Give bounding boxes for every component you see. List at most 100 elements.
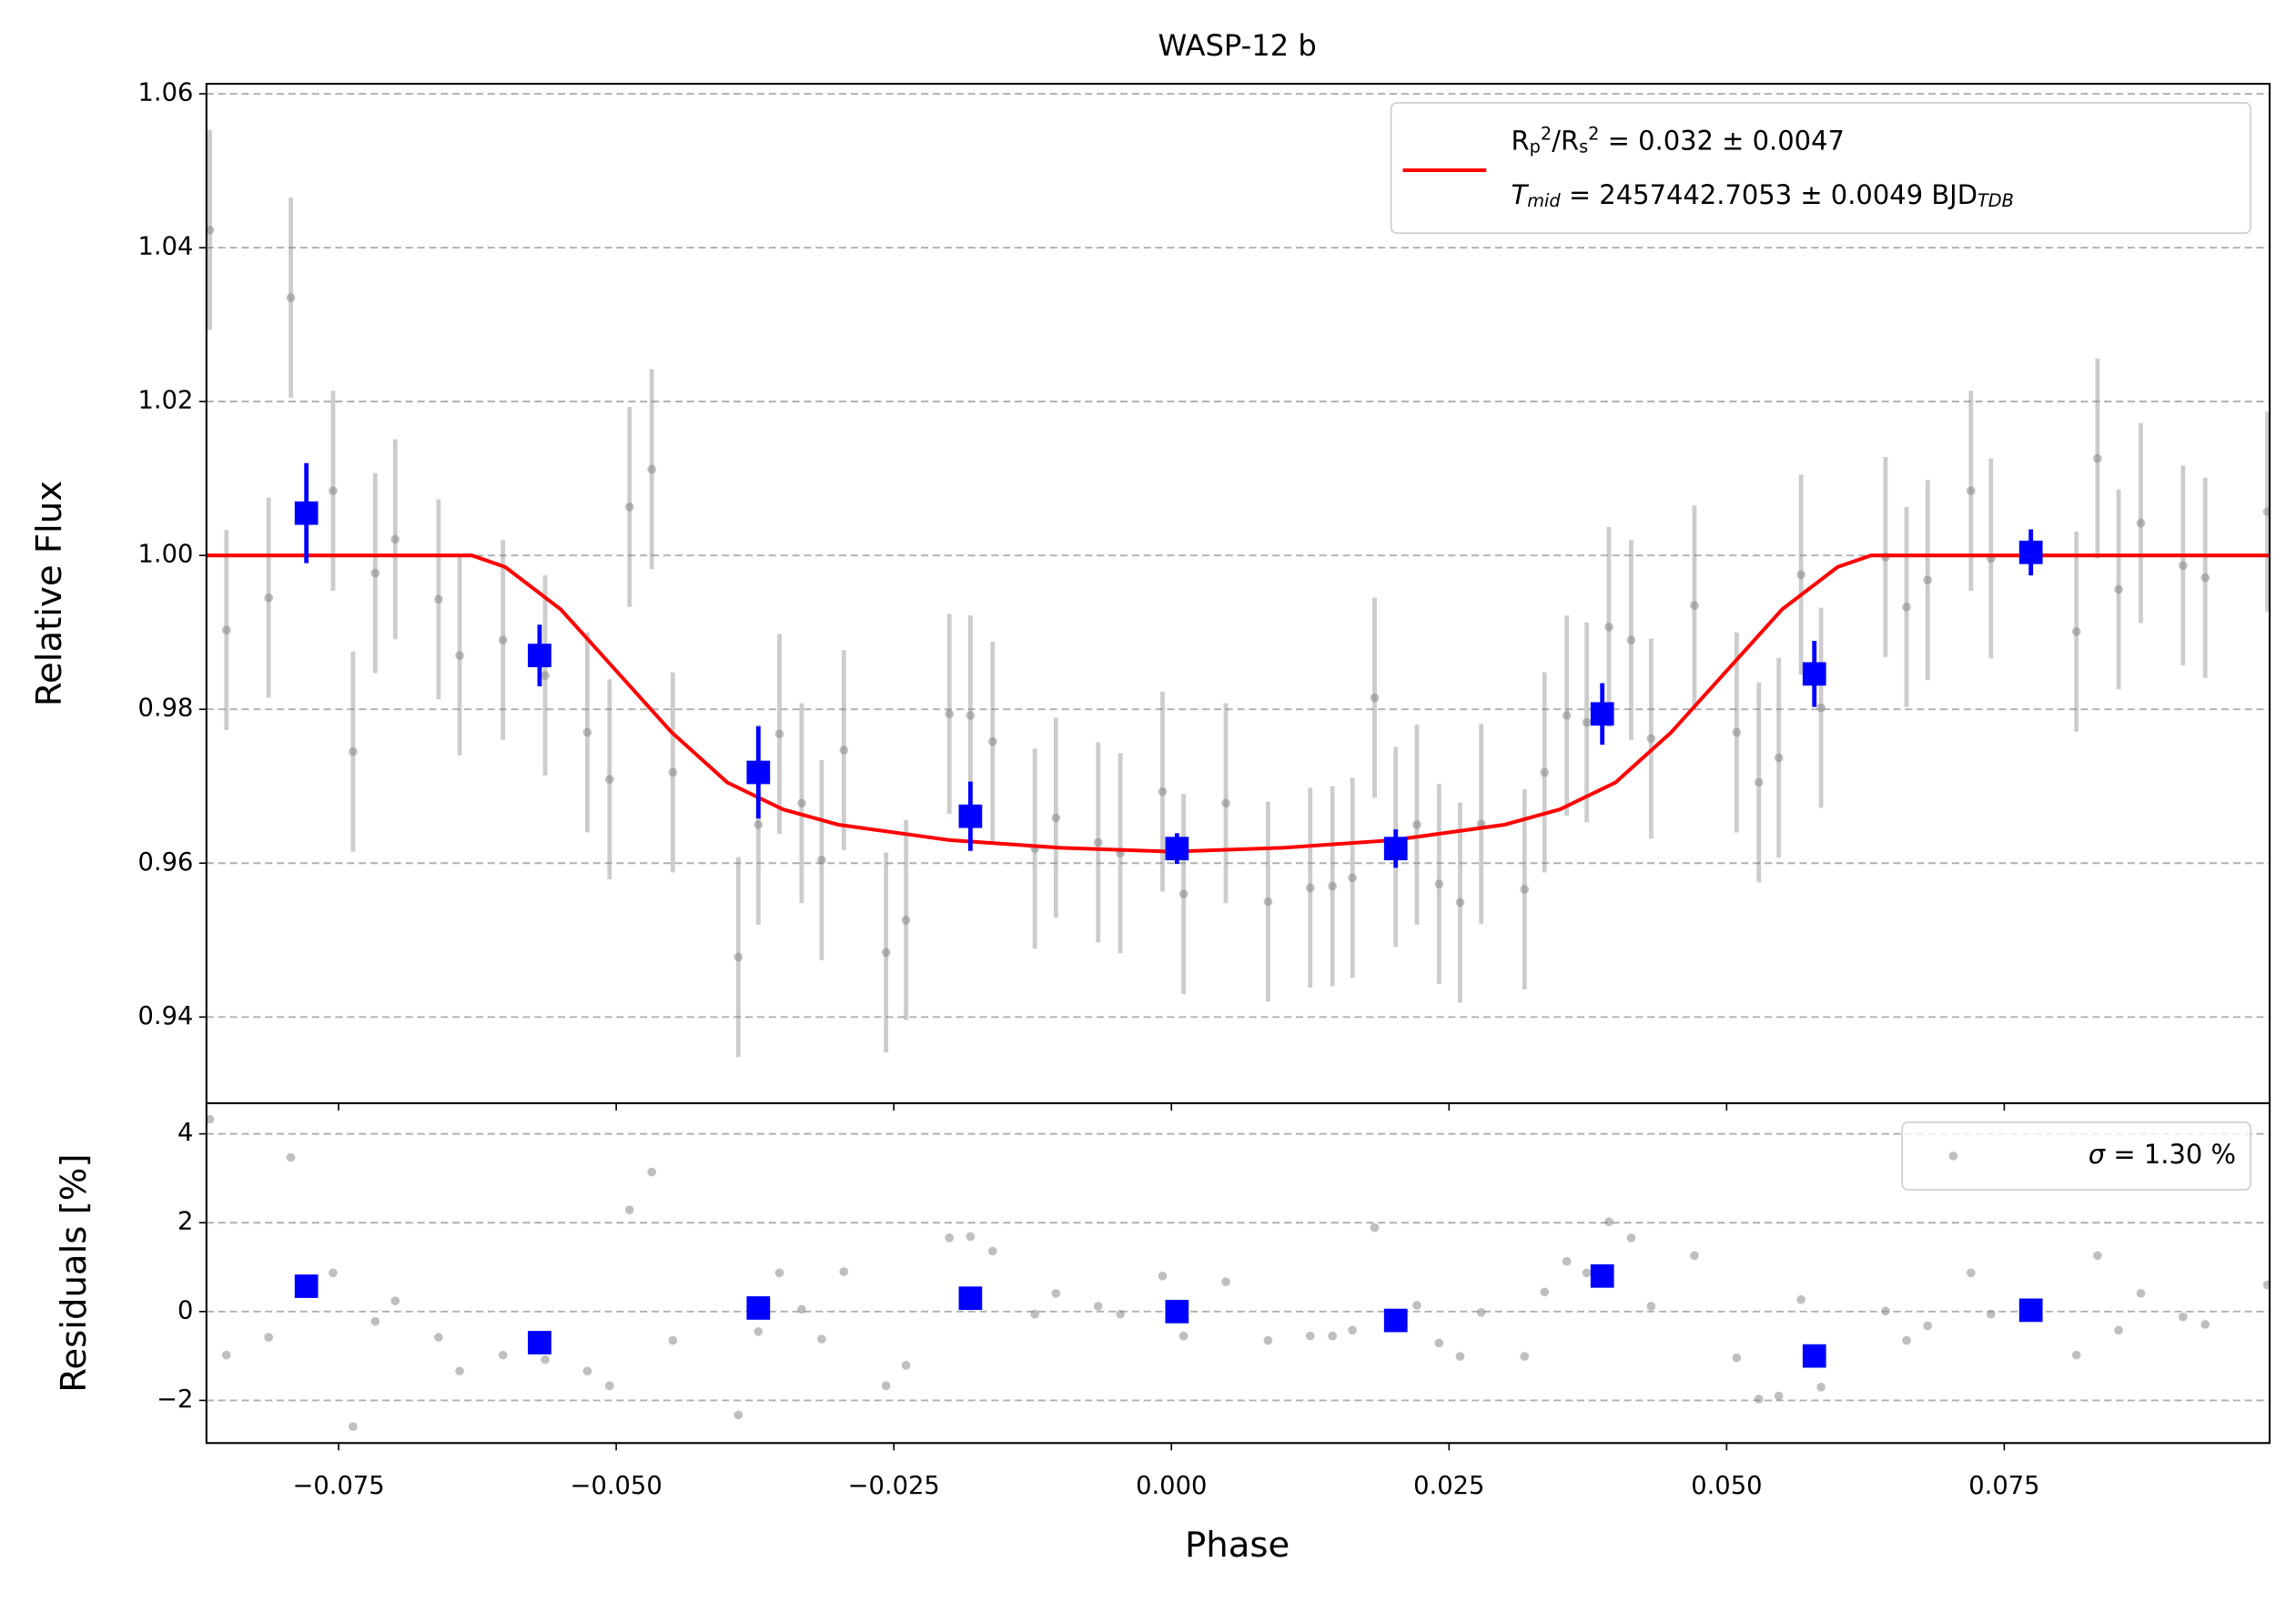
data-point (1221, 1277, 1230, 1286)
data-point (1305, 1331, 1315, 1341)
data-point (2262, 1280, 2271, 1290)
x-tick-label: 0.050 (1691, 1472, 1762, 1500)
data-point (839, 746, 849, 755)
data-point (1476, 1307, 1486, 1317)
data-point (1305, 883, 1315, 893)
y-tick-label: 0.94 (138, 1002, 194, 1030)
data-point (668, 1335, 678, 1345)
data-point (1540, 767, 1550, 777)
data-point (2179, 1312, 2188, 1322)
legend-label-part: = 1.30 % (2105, 1139, 2236, 1170)
data-point (987, 1246, 997, 1256)
data-point (2071, 627, 2081, 636)
x-tick-label: −0.025 (848, 1472, 940, 1500)
data-point (945, 1233, 955, 1243)
data-point (647, 1167, 657, 1177)
data-point (222, 1350, 231, 1360)
data-point (2200, 1320, 2210, 1329)
data-point (1816, 703, 1826, 713)
data-point (1754, 777, 1764, 787)
data-point (1030, 1309, 1039, 1319)
data-point (329, 486, 338, 496)
y-tick-label: 1.02 (138, 387, 194, 415)
binned-point (1590, 702, 1614, 726)
data-point (1178, 1331, 1188, 1341)
data-point (2136, 518, 2146, 528)
plot-area (206, 1114, 2271, 1432)
legend-label-part: p (1530, 137, 1541, 157)
data-point (966, 711, 976, 720)
data-point (733, 1410, 743, 1420)
data-point (1923, 1321, 1933, 1331)
data-point (1966, 486, 1976, 496)
data-point (1051, 813, 1061, 823)
data-point (754, 820, 764, 829)
data-point (349, 1422, 358, 1432)
data-point (582, 727, 592, 737)
data-point (1923, 575, 1933, 585)
legend-label-part: = 0.032 ± 0.0047 (1599, 125, 1845, 156)
data-point (1626, 1233, 1636, 1243)
data-point (1604, 622, 1613, 632)
data-point (817, 856, 826, 865)
legend-label-part: σ (2089, 1139, 2107, 1170)
binned-point (1165, 1299, 1189, 1324)
data-point (286, 293, 296, 302)
data-point (1434, 879, 1444, 888)
y-tick-label: 1.04 (138, 233, 194, 261)
data-point (647, 464, 657, 474)
y-tick-label: 0.98 (138, 695, 194, 723)
data-point (1116, 1309, 1125, 1319)
axes-frame (205, 83, 2271, 1105)
legend-label-part: 2 (1541, 123, 1552, 144)
data-point (1774, 1391, 1784, 1401)
data-point (604, 1381, 614, 1391)
data-point (1540, 1287, 1550, 1297)
legend-label-part: = 2457442.7053 ± 0.0049 BJD (1561, 179, 1977, 210)
data-point (1455, 1352, 1465, 1361)
data-point (987, 736, 997, 746)
data-point (349, 746, 358, 756)
data-point (1690, 1251, 1699, 1261)
y-axis-label: Relative Flux (29, 481, 70, 706)
x-tick-label: −0.050 (571, 1472, 663, 1500)
x-tick-label: −0.075 (292, 1472, 384, 1500)
data-point (1774, 753, 1784, 763)
data-point (206, 1114, 215, 1124)
binned-point (528, 1331, 551, 1354)
data-point (1732, 1353, 1742, 1363)
y-tick-label: 2 (177, 1208, 193, 1236)
data-point (1690, 601, 1699, 610)
binned-point (2018, 1298, 2043, 1323)
data-point (329, 1268, 338, 1278)
x-tick-label: 0.000 (1136, 1472, 1207, 1500)
data-point (498, 1350, 508, 1360)
x-tick-label: 0.025 (1413, 1472, 1484, 1500)
data-point (966, 1232, 976, 1242)
data-point (2071, 1350, 2081, 1360)
data-point (1562, 711, 1572, 720)
binned-point (1165, 837, 1189, 861)
data-point (604, 775, 614, 784)
data-point (1093, 1302, 1103, 1311)
data-point (1902, 602, 1911, 612)
legend-label: σ = 1.30 % (2089, 1139, 2236, 1170)
legend-label: Tmid = 2457442.7053 ± 0.0049 BJDTDB (1512, 179, 2014, 211)
data-point (1158, 1271, 1168, 1281)
data-point (1370, 1223, 1380, 1233)
data-point (839, 1267, 849, 1276)
binned-point (958, 804, 983, 828)
axes-frame (205, 1101, 2271, 1445)
x-tick-label: 0.075 (1968, 1472, 2039, 1500)
data-point (881, 948, 891, 958)
data-point (286, 1152, 296, 1162)
binned-point (1383, 837, 1408, 861)
data-point (206, 225, 215, 235)
data-point (1626, 635, 1636, 644)
legend-label-part: s (1579, 137, 1588, 157)
data-point (624, 1205, 634, 1214)
data-point (1562, 1256, 1572, 1266)
data-point (945, 709, 955, 719)
data-point (1328, 881, 1338, 891)
binned-point (1802, 662, 1826, 686)
